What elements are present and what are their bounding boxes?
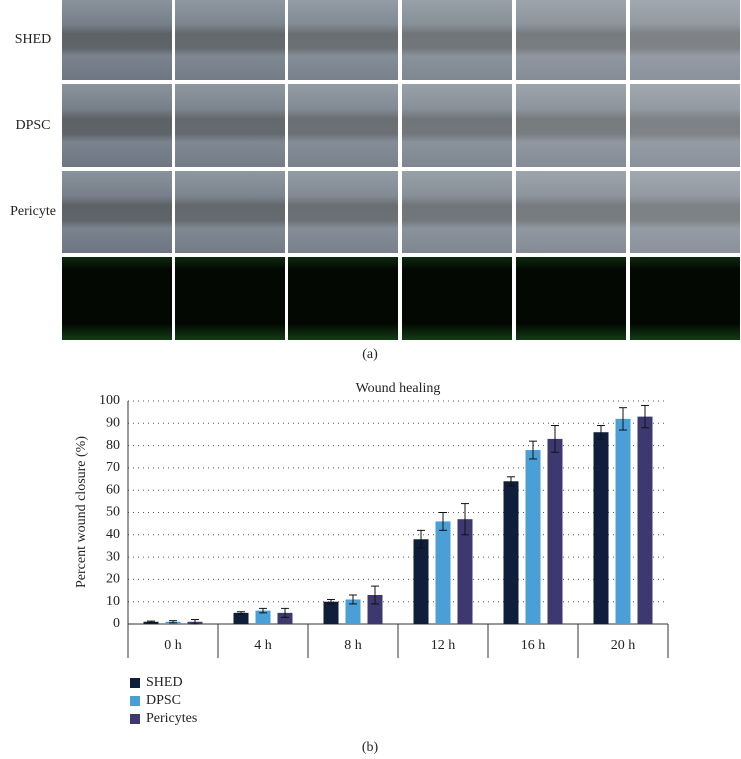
micrograph	[175, 257, 285, 340]
x-tick-label: 0 h	[164, 638, 182, 653]
bar	[503, 481, 519, 624]
caption: (b)	[362, 740, 379, 755]
micrograph	[288, 171, 398, 253]
legend-label: DPSC	[146, 693, 181, 708]
y-axis-label: Percent wound closure (%)	[74, 436, 89, 588]
error-bar	[237, 611, 245, 615]
micrograph	[62, 84, 172, 167]
error-bar	[169, 620, 177, 624]
micrograph	[175, 84, 285, 167]
row-label: DPSC	[15, 118, 50, 133]
y-tick-label: 50	[106, 505, 120, 520]
error-bar	[529, 440, 537, 460]
x-tick-label: 20 h	[611, 638, 636, 653]
micrograph	[516, 257, 626, 340]
error-bar	[349, 594, 357, 605]
bar	[547, 438, 563, 624]
bar	[323, 601, 339, 624]
x-tick-label: 16 h	[521, 638, 546, 653]
bar	[413, 539, 429, 624]
micrograph	[62, 0, 172, 80]
y-tick-label: 10	[106, 594, 120, 609]
chart-title: Wound healing	[356, 381, 441, 396]
error-bar	[259, 607, 267, 614]
error-bar	[147, 620, 155, 623]
micrograph	[402, 84, 512, 167]
micrograph	[288, 257, 398, 340]
bar	[615, 418, 631, 624]
error-bar	[371, 585, 379, 605]
error-bar	[551, 425, 559, 453]
error-bar	[439, 512, 447, 531]
y-tick-label: 20	[106, 572, 120, 587]
error-bar	[507, 476, 515, 487]
bar	[457, 519, 473, 624]
micrograph	[402, 0, 512, 80]
micrograph	[630, 84, 740, 167]
error-bar	[281, 607, 289, 618]
image-grid	[62, 0, 740, 340]
x-tick-label: 4 h	[254, 638, 272, 653]
y-tick-label: 60	[106, 482, 120, 497]
error-bar	[417, 529, 425, 549]
legend-label: Pericytes	[146, 711, 197, 726]
error-bar	[327, 598, 335, 605]
y-tick-label: 90	[106, 416, 120, 431]
legend-swatch	[130, 714, 140, 724]
y-tick-label: 70	[106, 460, 120, 475]
micrograph	[62, 171, 172, 253]
row-label: Pericyte	[10, 204, 56, 219]
micrograph	[516, 0, 626, 80]
micrograph	[288, 0, 398, 80]
legend-label: SHED	[146, 675, 183, 690]
bar	[435, 521, 451, 624]
row-label: SHED	[15, 32, 52, 47]
bar	[525, 450, 541, 624]
micrograph	[402, 257, 512, 340]
micrograph	[630, 257, 740, 340]
error-bar	[191, 619, 199, 625]
bar	[367, 595, 383, 624]
error-bar	[619, 407, 627, 431]
y-tick-label: 100	[99, 393, 120, 408]
x-tick-label: 8 h	[344, 638, 362, 653]
error-bar	[641, 404, 649, 429]
micrograph	[516, 171, 626, 253]
bar	[277, 612, 293, 624]
bar	[593, 432, 609, 624]
micrograph	[62, 257, 172, 340]
micrograph	[630, 171, 740, 253]
error-bar	[461, 503, 469, 536]
error-bar	[597, 425, 605, 440]
y-tick-label: 80	[106, 438, 120, 453]
bar	[233, 612, 249, 624]
x-tick-label: 12 h	[431, 638, 456, 653]
micrograph	[630, 0, 740, 80]
micrograph	[288, 84, 398, 167]
legend-swatch	[130, 678, 140, 688]
y-tick-label: 0	[113, 616, 120, 631]
bar	[637, 416, 653, 624]
micrograph	[175, 171, 285, 253]
y-tick-label: 40	[106, 527, 120, 542]
micrograph	[402, 171, 512, 253]
y-tick-label: 30	[106, 549, 120, 564]
micrograph	[175, 0, 285, 80]
caption: (a)	[362, 347, 378, 362]
bar	[255, 610, 271, 624]
legend-swatch	[130, 696, 140, 706]
micrograph	[516, 84, 626, 167]
bar	[345, 599, 361, 624]
